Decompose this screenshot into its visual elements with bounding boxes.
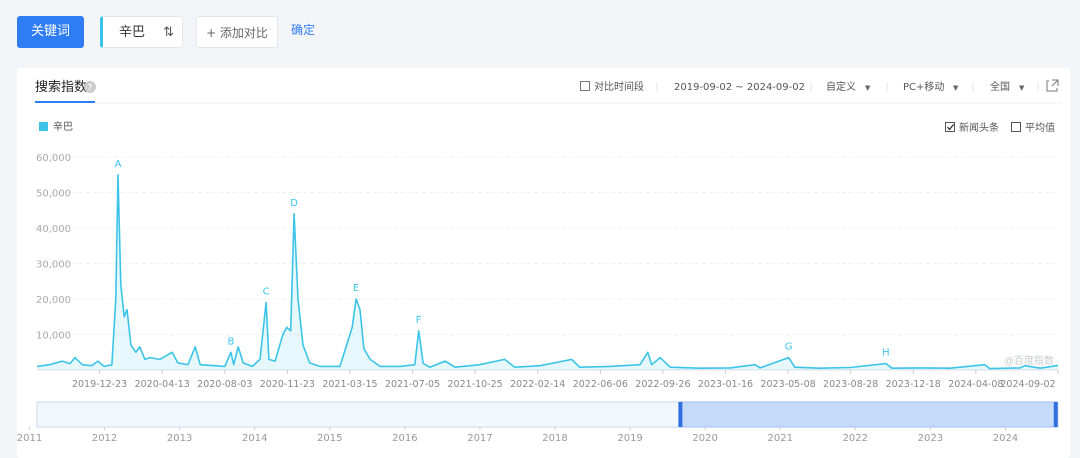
navigator-handle [678, 402, 683, 427]
keyword-box[interactable]: 辛巴 ⇅ [100, 16, 183, 48]
news-checkbox[interactable] [945, 122, 955, 132]
compare-period[interactable]: 对比时间段 [594, 80, 644, 93]
annotation: B [227, 336, 234, 347]
add-compare[interactable]: + 添加对比 [196, 16, 278, 48]
region-select[interactable]: 全国 [990, 80, 1010, 93]
y-tick-label: 10,000 [36, 331, 71, 342]
navigator-selection[interactable] [679, 401, 1057, 428]
x-tick-label: 2019-12-23 [72, 379, 127, 390]
annotation: E [353, 283, 359, 294]
navigator-tick-label: 2023 [918, 433, 943, 444]
x-tick-label: 2024-04-08 [948, 379, 1003, 390]
annotation: H [882, 348, 890, 359]
custom-select[interactable]: 自定义 [826, 80, 856, 93]
x-tick-label: 2023-08-28 [823, 379, 878, 390]
legend-swatch[interactable] [39, 122, 48, 131]
news-label[interactable]: 新闻头条 [959, 121, 999, 134]
navigator-handle [1053, 402, 1058, 427]
help-mark: ? [88, 84, 93, 94]
navigator-tick-label: 2024 [993, 433, 1018, 444]
y-tick-label: 60,000 [36, 153, 71, 164]
average-label[interactable]: 平均值 [1025, 121, 1055, 134]
navigator-tick-label: 2014 [242, 433, 267, 444]
navigator-tick-label: 2022 [843, 433, 868, 444]
y-tick-label: 50,000 [36, 189, 71, 200]
annotation: C [263, 287, 270, 298]
annotation: A [115, 159, 122, 170]
x-tick-label: 2022-02-14 [510, 379, 565, 390]
date-range[interactable]: 2019-09-02 ~ 2024-09-02 [674, 82, 805, 93]
x-tick-label: 2021-10-25 [448, 379, 503, 390]
x-tick-label: 2023-12-18 [886, 379, 941, 390]
annotation: G [785, 342, 793, 353]
y-tick-label: 40,000 [36, 224, 71, 235]
y-tick-label: 30,000 [36, 260, 71, 271]
x-tick-label: 2022-09-26 [635, 379, 690, 390]
device-select[interactable]: PC+移动 [903, 80, 944, 93]
x-tick-label: 2020-04-13 [135, 379, 190, 390]
caret: ▼ [1019, 84, 1025, 92]
keyword-button[interactable]: 关键词 [17, 16, 84, 48]
keyword: 辛巴 [119, 25, 146, 40]
area [37, 174, 1058, 370]
navigator-tick-label: 2012 [92, 433, 117, 444]
annotation: D [290, 198, 298, 209]
x-tick-label: 2023-01-16 [698, 379, 753, 390]
watermark: @百度指数 [1004, 354, 1054, 367]
navigator-tick-label: 2016 [392, 433, 417, 444]
x-tick-label: 2020-11-23 [260, 379, 315, 390]
confirm[interactable]: 确定 [290, 23, 315, 37]
x-tick-label: 2023-05-08 [760, 379, 815, 390]
check-mark [946, 124, 955, 131]
swap-icon[interactable]: ⇅ [163, 25, 174, 40]
help-icon[interactable] [84, 81, 96, 93]
x-tick-label: 2022-06-06 [573, 379, 628, 390]
navigator-tick-label: 2020 [692, 433, 717, 444]
caret: ▼ [865, 84, 871, 92]
navigator-tick-label: 2013 [167, 433, 192, 444]
separators [656, 82, 1039, 92]
tab[interactable]: 搜索指数 [35, 80, 87, 95]
export-icon[interactable] [1046, 79, 1059, 92]
navigator-tick-label: 2018 [542, 433, 567, 444]
x-tick-label: 2024-09-02 [1000, 379, 1055, 390]
x-tick-label: 2020-08-03 [197, 379, 252, 390]
line [36, 174, 1059, 370]
navigator-tick-label: 2017 [467, 433, 492, 444]
x-tick-label: 2021-03-15 [322, 379, 377, 390]
y-tick-label: 20,000 [36, 295, 71, 306]
navigator-tick-label: 2019 [617, 433, 642, 444]
navigator-tick-label: 2015 [317, 433, 342, 444]
navigator-tick-label: 2021 [768, 433, 793, 444]
compare-checkbox[interactable] [580, 81, 590, 91]
x-tick-label: 2021-07-05 [385, 379, 440, 390]
legend-label[interactable]: 辛巴 [53, 120, 73, 133]
caret: ▼ [953, 84, 959, 92]
annotation: F [416, 315, 422, 326]
average-checkbox[interactable] [1011, 122, 1021, 132]
navigator-tick-label: 2011 [17, 433, 42, 444]
